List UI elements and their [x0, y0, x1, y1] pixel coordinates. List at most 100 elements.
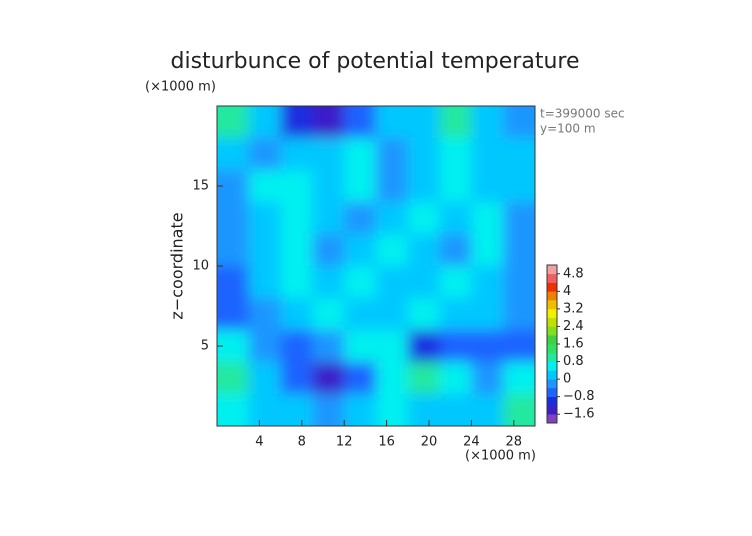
field-cell [471, 138, 504, 171]
annotation: y=100 m [540, 122, 596, 136]
field-cell [248, 298, 282, 331]
field-cell [280, 266, 313, 299]
field-cell [471, 394, 504, 426]
field-cell [503, 362, 535, 395]
colorbar-band [547, 308, 557, 318]
colorbar-band [547, 273, 557, 283]
colorbar-band [547, 326, 557, 336]
field-cell [344, 330, 377, 363]
colorbar-tick-label: 4.8 [563, 266, 584, 281]
x-tick-label: 24 [463, 435, 480, 450]
field-cell [248, 202, 282, 235]
field-cell [503, 298, 535, 331]
field-cell [439, 394, 472, 426]
colorbar-band [547, 282, 557, 292]
x-unit: (×1000 m) [465, 449, 536, 464]
field-cell [248, 234, 282, 267]
colorbar-band [547, 387, 557, 397]
field-cell [312, 330, 345, 363]
field-cell [407, 202, 441, 235]
field-cell [471, 266, 504, 299]
field-cell [344, 394, 377, 426]
field-cell [503, 170, 535, 203]
colorbar-tick-label: −0.8 [563, 389, 595, 404]
field-cell [280, 234, 313, 267]
x-tick-label: 20 [421, 435, 438, 450]
field-cell [471, 362, 504, 395]
colorbar-tick-label: 3.2 [563, 301, 584, 316]
field-cell [471, 330, 504, 363]
field-cell [376, 234, 409, 267]
field-cells [217, 106, 535, 426]
field-cell [376, 266, 409, 299]
field-cell [503, 330, 535, 363]
field-cell [439, 138, 472, 171]
field-cell [217, 298, 250, 331]
field-cell [344, 298, 377, 331]
axes: 4 8 12 16 20 24 28 5 10 15 4.8 4 3.2 2.4 1.6 0.8 0 −0.8 −1… [192, 105, 595, 450]
y-tick-label: 5 [201, 339, 209, 354]
field-cell [217, 138, 250, 171]
field-cell [248, 330, 282, 363]
colorbar-tick-label: −1.6 [563, 407, 595, 422]
field-cell [280, 394, 313, 426]
y-tick-label: 10 [192, 259, 209, 274]
field-cell [280, 138, 313, 171]
colorbar-band [547, 405, 557, 415]
colorbar-band [547, 300, 557, 310]
field-cell [344, 234, 377, 267]
field-cell [439, 330, 472, 363]
field-cell [344, 170, 377, 203]
field-cell [407, 138, 441, 171]
field-cell [312, 362, 345, 395]
colorbar-tick-label: 0.8 [563, 354, 584, 369]
colorbar-band [547, 335, 557, 345]
colorbar-tick-label: 0 [563, 372, 571, 387]
field [217, 106, 535, 426]
field-cell [312, 170, 345, 203]
field-cell [439, 362, 472, 395]
field-cell [376, 330, 409, 363]
field-cell [407, 266, 441, 299]
field-cell [312, 298, 345, 331]
field-cell [439, 234, 472, 267]
field-cell [217, 234, 250, 267]
colorbar-band [547, 317, 557, 327]
field-cell [376, 362, 409, 395]
field-cell [471, 298, 504, 331]
field-cell [503, 202, 535, 235]
field-cell [312, 394, 345, 426]
field-cell [312, 202, 345, 235]
colorbar-tick-label: 2.4 [563, 319, 584, 334]
y-tick-label: 15 [192, 179, 209, 194]
field-cell [344, 202, 377, 235]
field-cell [312, 266, 345, 299]
field-cell [217, 362, 250, 395]
field-cell [376, 138, 409, 171]
field-cell [376, 298, 409, 331]
field-cell [280, 202, 313, 235]
field-cell [217, 202, 250, 235]
x-tick-label: 28 [506, 435, 523, 450]
field-cell [280, 298, 313, 331]
field-cell [217, 266, 250, 299]
field-cell [471, 170, 504, 203]
chart-title: disturbunce of potential temperature [171, 49, 580, 74]
colorbar-tick-label: 4 [563, 284, 571, 299]
field-cell [503, 138, 535, 171]
field-cell [407, 170, 441, 203]
field-cell [280, 170, 313, 203]
colorbar-tick-label: 1.6 [563, 337, 584, 352]
y-axis-label: z−coordinate [168, 212, 187, 319]
field-cell [312, 234, 345, 267]
field-cell [439, 202, 472, 235]
field-cell [248, 362, 282, 395]
field-cell [248, 394, 282, 426]
colorbar-band [547, 291, 557, 301]
field-cell [248, 170, 282, 203]
field-cell [280, 362, 313, 395]
colorbar-band [547, 361, 557, 371]
field-cell [439, 298, 472, 331]
field-cell [407, 106, 441, 139]
field-cell [503, 106, 535, 139]
